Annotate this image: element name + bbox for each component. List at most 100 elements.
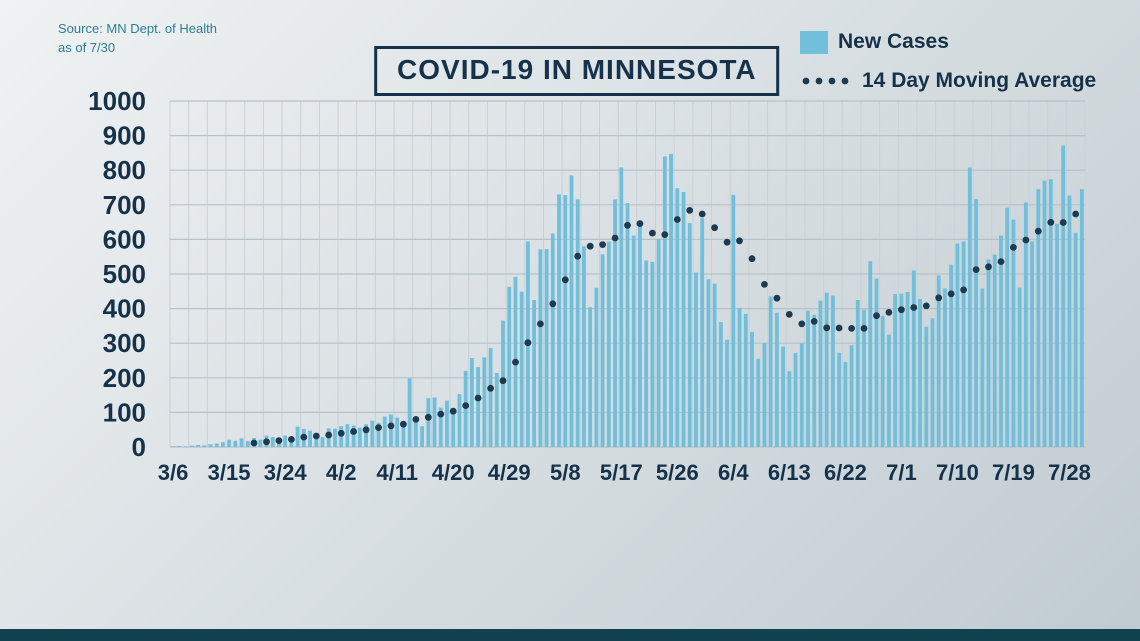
bar [806, 310, 810, 447]
ma-dot [1047, 218, 1055, 226]
bar [911, 270, 916, 447]
bar-swatch-icon [800, 30, 828, 54]
bar [1005, 207, 1010, 447]
bar [189, 445, 194, 447]
bar [619, 167, 624, 447]
ma-dot [400, 420, 407, 428]
bar [594, 287, 599, 447]
ma-dot [823, 324, 831, 332]
bar [494, 373, 499, 447]
ma-dot [922, 302, 930, 310]
ma-line-group [250, 207, 1080, 447]
bar [364, 424, 368, 447]
ma-dot [773, 294, 781, 302]
bar [1042, 180, 1047, 447]
bar [874, 278, 879, 447]
svg-text:800: 800 [103, 155, 146, 185]
bar [532, 300, 537, 447]
bar [1048, 179, 1053, 447]
bar [824, 292, 829, 447]
svg-text:4/29: 4/29 [488, 460, 531, 485]
bar [245, 441, 250, 447]
legend-label-new-cases: New Cases [838, 30, 949, 53]
ma-dot [337, 429, 345, 437]
bar [967, 167, 972, 447]
ma-dot [960, 286, 967, 294]
svg-text:700: 700 [103, 190, 146, 220]
bar [370, 420, 375, 447]
bar [868, 261, 873, 447]
ma-dot [848, 325, 855, 332]
ma-dot [1059, 219, 1067, 226]
bar [718, 322, 723, 447]
bar [681, 192, 686, 447]
svg-text:4/11: 4/11 [376, 460, 418, 485]
bar [488, 348, 493, 447]
bar [177, 446, 182, 447]
ma-dot [487, 384, 494, 392]
ma-dot [512, 358, 519, 366]
ma-dot [586, 242, 594, 250]
legend-label-moving-average: 14 Day Moving Average [862, 69, 1097, 92]
bar [781, 346, 786, 447]
ma-dot [798, 320, 806, 328]
bar [351, 425, 356, 447]
bar [799, 343, 804, 447]
bar [208, 444, 213, 447]
ma-dot [910, 304, 918, 311]
bar [725, 339, 730, 447]
ma-dot [686, 207, 694, 214]
bar [563, 195, 568, 447]
bar [818, 300, 823, 447]
svg-text:5/26: 5/26 [656, 460, 699, 485]
bar [924, 326, 929, 447]
bar [930, 318, 935, 447]
ma-dot [250, 439, 258, 447]
y-axis-labels: 0 100 200 300 400 500 600 700 800 900 1000 [88, 86, 146, 462]
bar [1011, 219, 1016, 447]
bar [420, 426, 425, 447]
bar [1036, 189, 1041, 447]
ma-dot [997, 258, 1005, 265]
bar [214, 443, 219, 447]
ma-dot [362, 426, 370, 434]
ma-dot [288, 436, 295, 443]
bar [519, 291, 524, 447]
bar [507, 286, 512, 447]
bar [650, 261, 655, 447]
svg-text:300: 300 [103, 328, 146, 358]
bar [837, 352, 842, 447]
bar [575, 199, 580, 447]
svg-text:5/8: 5/8 [550, 460, 581, 485]
bar [980, 288, 985, 447]
svg-text:400: 400 [103, 294, 146, 324]
bar [613, 199, 617, 447]
svg-text:6/13: 6/13 [768, 460, 811, 485]
ma-dot [561, 276, 569, 284]
bar [469, 358, 474, 447]
bar [220, 442, 225, 447]
svg-text:0: 0 [132, 432, 146, 462]
bar [936, 275, 941, 447]
svg-text:6/4: 6/4 [718, 460, 749, 485]
bar [1030, 241, 1035, 447]
bar [320, 437, 325, 447]
bar [756, 358, 761, 447]
source-line-1: Source: MN Dept. of Health [58, 21, 217, 36]
bar [644, 260, 649, 447]
ma-dot [661, 231, 669, 239]
bar [712, 283, 717, 447]
ma-dot [549, 300, 557, 308]
bar [949, 264, 954, 447]
bar [314, 434, 319, 447]
ma-dot [1072, 210, 1080, 218]
page-title: COVID-19 IN MINNESOTA [374, 46, 780, 96]
bar [961, 241, 966, 447]
svg-text:4/2: 4/2 [326, 460, 357, 485]
bar [700, 218, 705, 447]
svg-text:100: 100 [103, 397, 146, 427]
bar [675, 188, 680, 447]
bar [843, 361, 848, 447]
ma-dot [985, 263, 992, 271]
